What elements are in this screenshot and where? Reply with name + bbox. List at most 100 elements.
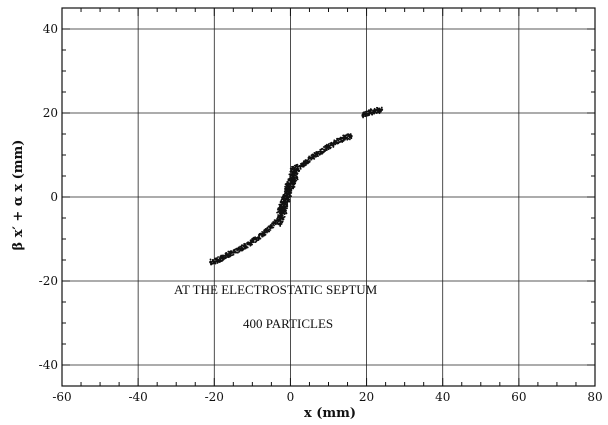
particle-dot bbox=[221, 259, 224, 262]
particle-dot bbox=[307, 160, 309, 163]
particle-dot bbox=[265, 230, 267, 232]
particle-dot bbox=[258, 233, 261, 235]
particle-dot bbox=[329, 144, 332, 147]
particle-dot bbox=[287, 179, 290, 182]
particle-dot bbox=[260, 233, 263, 236]
particle-dot bbox=[286, 193, 288, 195]
particle-dot bbox=[285, 198, 288, 201]
x-tick-label: -20 bbox=[205, 390, 224, 404]
particle-dot bbox=[286, 200, 288, 203]
particle-dot bbox=[249, 239, 252, 242]
particle-dot bbox=[348, 138, 351, 141]
particle-dot bbox=[365, 110, 368, 113]
particle-dot bbox=[237, 251, 239, 254]
particle-dot bbox=[286, 185, 288, 188]
particle-dot bbox=[280, 199, 283, 202]
particle-dot bbox=[293, 178, 296, 181]
y-tick-label: 20 bbox=[43, 106, 58, 120]
particle-dot bbox=[333, 142, 336, 145]
particle-dot bbox=[322, 151, 325, 154]
particle-dot bbox=[276, 218, 279, 221]
particle-dot bbox=[279, 214, 282, 217]
particle-dot bbox=[289, 167, 292, 170]
particle-dot bbox=[348, 136, 351, 139]
data-point bbox=[270, 225, 273, 228]
particle-dot bbox=[367, 112, 370, 115]
particle-dot bbox=[234, 250, 236, 253]
particle-dot bbox=[318, 150, 320, 153]
data-point bbox=[209, 260, 212, 264]
particle-dot bbox=[316, 154, 318, 156]
particle-dot bbox=[325, 145, 328, 147]
particle-dot bbox=[372, 109, 375, 112]
particle-dot bbox=[279, 224, 282, 227]
particle-dot bbox=[307, 156, 310, 159]
particle-dot bbox=[211, 258, 214, 261]
particle-dot bbox=[279, 222, 282, 225]
particle-dot bbox=[288, 195, 291, 198]
particle-dot bbox=[284, 187, 287, 190]
particle-dot bbox=[234, 251, 237, 254]
particle-dot bbox=[298, 165, 301, 167]
particle-dot bbox=[278, 203, 281, 206]
particle-dot bbox=[294, 166, 297, 169]
x-tick-label: -40 bbox=[128, 390, 147, 404]
particle-dot bbox=[294, 170, 297, 173]
data-point bbox=[380, 108, 384, 111]
particle-dot bbox=[218, 257, 221, 260]
data-point bbox=[361, 113, 365, 117]
particle-dot bbox=[288, 200, 291, 202]
particle-dot bbox=[258, 236, 261, 239]
particle-dot bbox=[268, 228, 270, 231]
particle-dot bbox=[368, 114, 371, 116]
particle-dot bbox=[226, 253, 229, 256]
particle-dot bbox=[304, 164, 306, 167]
particle-dot bbox=[287, 187, 290, 189]
particle-dot bbox=[287, 192, 290, 195]
particle-dot bbox=[373, 107, 376, 110]
particle-dot bbox=[281, 197, 284, 200]
particle-dot bbox=[305, 159, 308, 162]
data-point bbox=[327, 145, 330, 148]
data-point bbox=[277, 215, 281, 219]
x-tick-label: 20 bbox=[359, 390, 374, 404]
y-tick-label: 40 bbox=[43, 22, 58, 36]
particle-dot bbox=[296, 173, 298, 176]
particle-dot bbox=[331, 144, 334, 147]
particle-dot bbox=[228, 251, 231, 253]
particle-dot bbox=[307, 158, 310, 161]
particle-dot bbox=[315, 150, 318, 153]
particle-dot bbox=[293, 164, 296, 167]
data-point bbox=[289, 183, 292, 186]
particle-dot bbox=[337, 137, 340, 140]
data-point bbox=[334, 141, 338, 144]
particle-dot bbox=[315, 152, 317, 155]
data-point bbox=[311, 155, 315, 158]
particle-dot bbox=[228, 252, 231, 255]
particle-dot bbox=[290, 190, 293, 192]
particle-dot bbox=[333, 140, 336, 142]
particle-dot bbox=[307, 161, 310, 164]
particle-dot bbox=[236, 247, 238, 250]
particle-dot bbox=[229, 252, 232, 255]
particle-dot bbox=[285, 183, 288, 186]
data-point bbox=[342, 136, 346, 140]
particle-dot bbox=[330, 146, 332, 149]
particle-dot bbox=[296, 175, 298, 178]
particle-dot bbox=[302, 161, 305, 164]
particle-dot bbox=[345, 137, 347, 140]
particle-dot bbox=[291, 168, 294, 171]
particle-dot bbox=[296, 178, 299, 181]
particle-dot bbox=[253, 241, 255, 244]
particle-dot bbox=[287, 182, 290, 184]
particle-dot bbox=[261, 231, 264, 233]
particle-dot bbox=[240, 249, 243, 252]
particle-dot bbox=[279, 208, 282, 211]
particle-dot bbox=[284, 199, 286, 202]
data-point bbox=[247, 242, 250, 246]
particle-dot bbox=[289, 170, 292, 173]
particle-dot bbox=[376, 111, 379, 114]
particle-dot bbox=[372, 112, 375, 115]
particle-dot bbox=[266, 226, 269, 229]
particle-dot bbox=[219, 258, 222, 261]
